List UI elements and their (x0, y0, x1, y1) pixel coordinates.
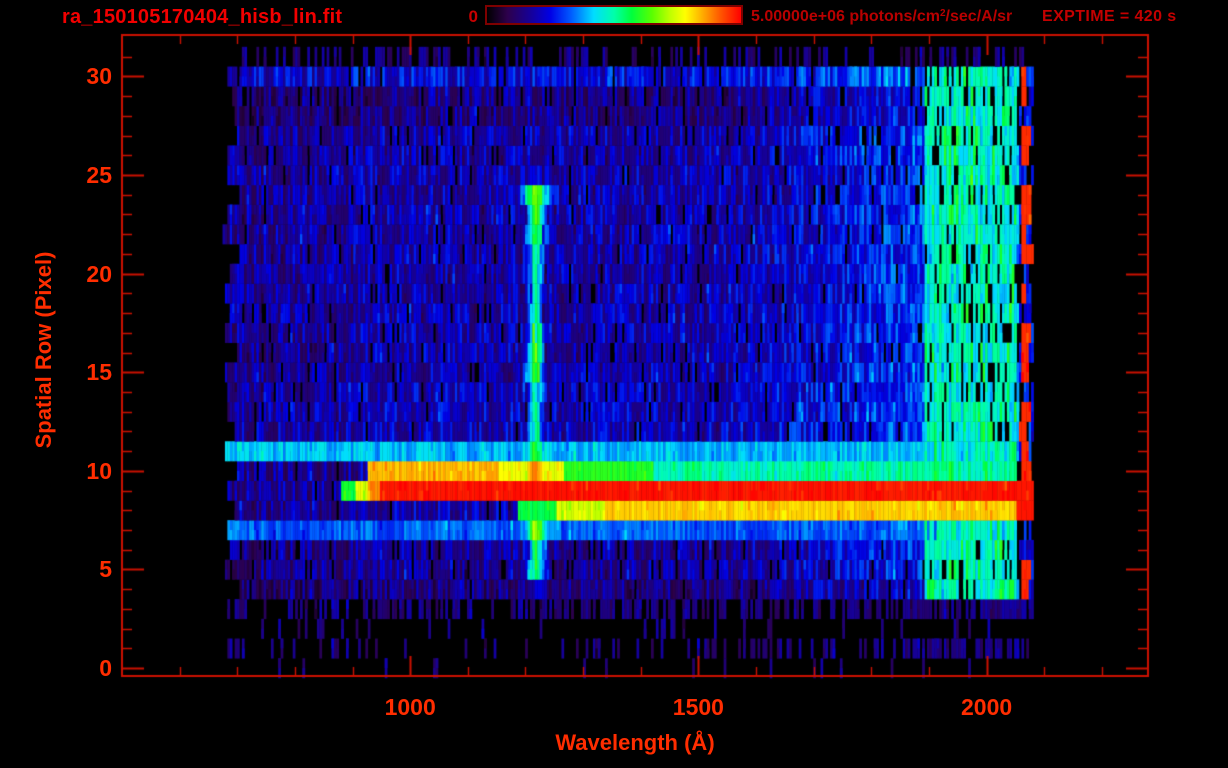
y-tick-label: 15 (86, 359, 112, 386)
x-tick-label: 1500 (672, 694, 724, 720)
y-tick-label: 0 (99, 655, 112, 682)
colorbar-min-label: 0 (468, 7, 478, 26)
y-tick-label: 20 (86, 260, 112, 287)
y-tick-label: 25 (86, 162, 112, 189)
x-tick-label: 1000 (384, 694, 436, 720)
y-tick-label: 10 (86, 457, 112, 484)
flux-exponent-text: 2 (939, 8, 946, 19)
flux-value-text: 5.00000e+06 photons/cm (751, 8, 940, 25)
y-tick-label: 30 (86, 63, 112, 90)
colorbar-max-label: 5.00000e+06 photons/cm2/sec/A/sr (751, 8, 1012, 26)
exptime-label: EXPTIME = 420 s (1042, 8, 1177, 25)
y-tick-label: 5 (99, 556, 112, 583)
colorbar-gradient (485, 5, 743, 25)
page-title: ra_150105170404_hisb_lin.fit (62, 6, 343, 28)
x-axis-title: Wavelength (Å) (555, 730, 715, 755)
x-tick-label: 2000 (961, 694, 1013, 720)
flux-units-text: /sec/A/sr (945, 8, 1013, 25)
